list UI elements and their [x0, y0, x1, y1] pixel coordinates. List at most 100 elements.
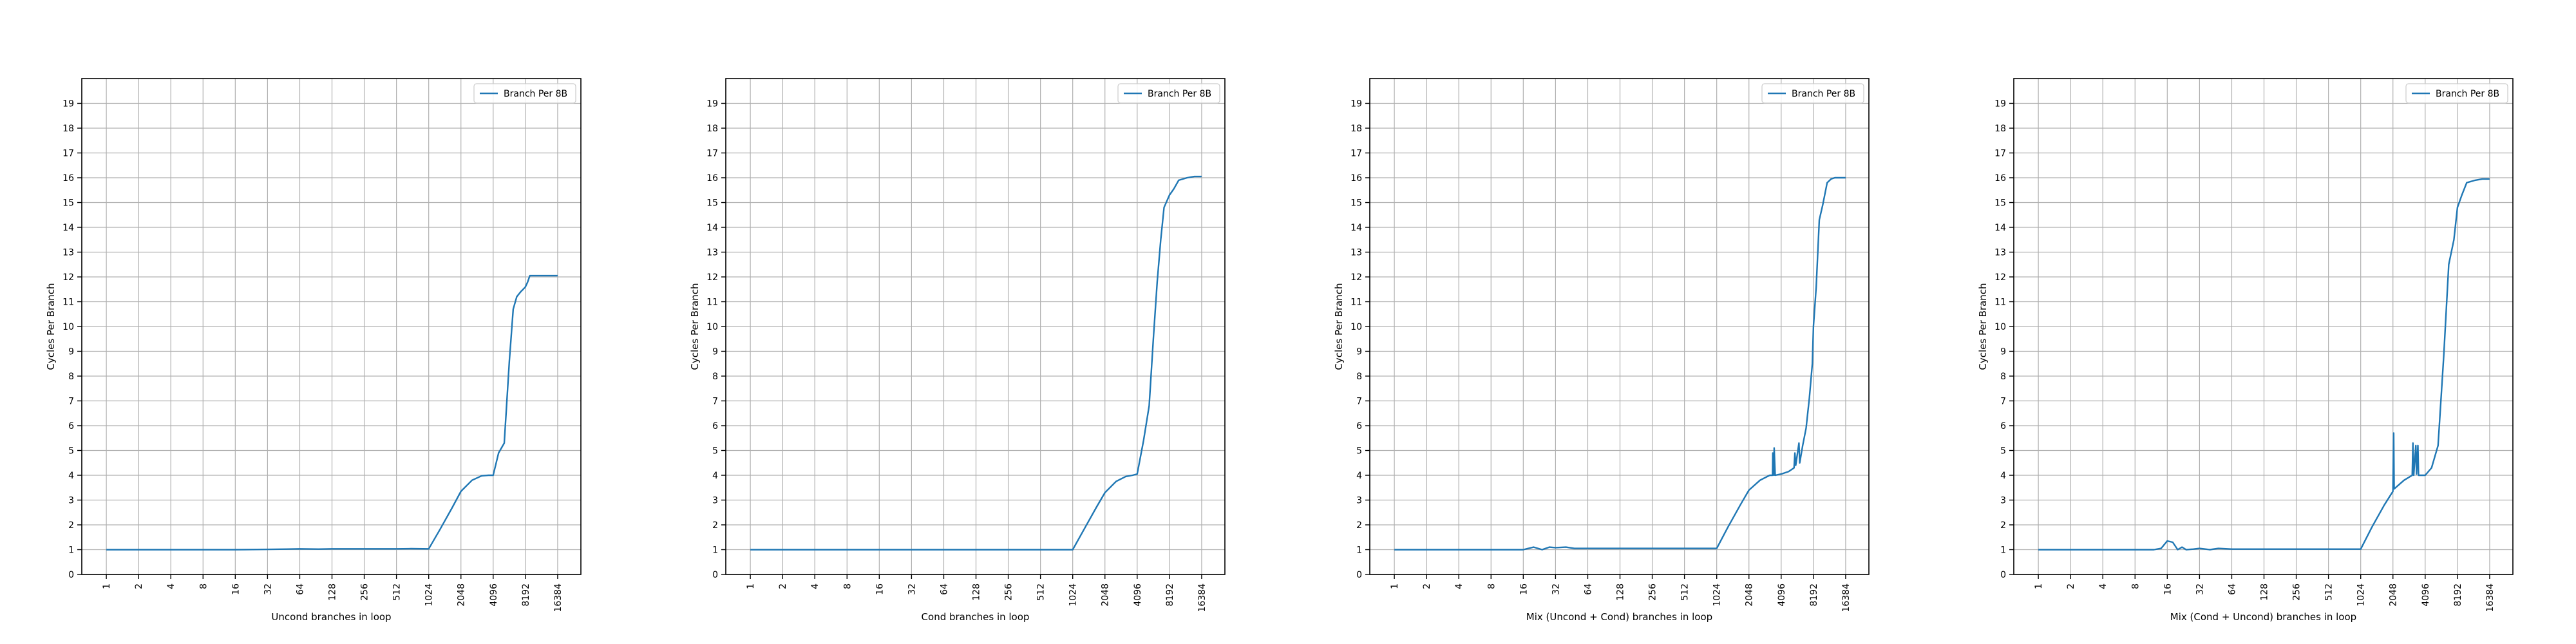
y-tick-label: 6 [2000, 421, 2006, 431]
x-tick-label: 1024 [1068, 583, 1079, 607]
axes-frame [725, 78, 1226, 575]
legend: Branch Per 8B [1117, 83, 1220, 104]
y-tick-label: 11 [706, 298, 718, 308]
x-tick-label: 4096 [489, 583, 499, 607]
y-tick-label: 17 [1994, 149, 2006, 159]
y-tick-label: 0 [68, 570, 74, 580]
y-tick-label: 16 [62, 173, 74, 184]
x-tick-label: 4 [810, 583, 820, 589]
y-tick-label: 19 [1350, 99, 1362, 109]
y-tick-label: 14 [706, 223, 718, 233]
grid [1370, 79, 1869, 575]
x-tick-label: 512 [1036, 583, 1046, 601]
y-tick-label: 6 [712, 421, 718, 431]
y-tick-label: 12 [706, 272, 718, 283]
x-tick-label: 16 [231, 583, 241, 595]
series-line-1 [750, 175, 1202, 551]
y-tick-label: 11 [1994, 298, 2006, 308]
x-tick-label: 128 [1616, 583, 1626, 601]
x-tick-label: 2 [2066, 583, 2076, 589]
y-tick-label: 0 [1356, 570, 1362, 580]
y-tick-label: 2 [68, 520, 74, 531]
y-tick-label: 1 [2000, 545, 2006, 556]
x-tick-label: 16 [1519, 583, 1529, 595]
y-tick-label: 12 [1350, 272, 1362, 283]
y-tick-label: 9 [712, 347, 718, 357]
x-tick-label: 256 [360, 583, 370, 601]
x-tick-label: 2048 [1101, 583, 1111, 607]
y-tick-label: 10 [62, 322, 74, 332]
y-tick-label: 9 [68, 347, 74, 357]
x-tick-label: 64 [295, 583, 305, 595]
y-tick-label: 18 [706, 124, 718, 134]
y-tick-label: 8 [68, 372, 74, 382]
y-tick-label: 10 [706, 322, 718, 332]
y-tick-label: 4 [712, 471, 718, 481]
x-tick-label: 32 [1551, 583, 1561, 595]
y-tick-label: 15 [1350, 198, 1362, 209]
legend-label: Branch Per 8B [1148, 89, 1211, 99]
x-tick-label: 128 [972, 583, 982, 601]
x-tick-label: 4 [166, 583, 176, 589]
y-tick-label: 8 [1356, 372, 1362, 382]
y-tick-label: 15 [706, 198, 718, 209]
x-tick-label: 2 [134, 583, 144, 589]
x-tick-label: 2 [1422, 583, 1432, 589]
y-tick-label: 5 [712, 446, 718, 457]
x-tick-label: 512 [392, 583, 402, 601]
y-tick-label: 19 [1994, 99, 2006, 109]
x-tick-label: 1024 [1712, 583, 1723, 607]
series-line-1 [2038, 178, 2490, 551]
y-tick-label: 18 [62, 124, 74, 134]
y-tick-label: 13 [62, 248, 74, 258]
y-tick-label: 1 [712, 545, 718, 556]
y-tick-label: 16 [1350, 173, 1362, 184]
y-tick-label: 12 [62, 272, 74, 283]
y-tick-label: 17 [1350, 149, 1362, 159]
x-tick-label: 1 [2034, 583, 2044, 589]
x-tick-label: 256 [1648, 583, 1658, 601]
y-tick-label: 14 [1994, 223, 2006, 233]
y-axis-label: Cycles Per Branch [1333, 283, 1345, 370]
y-tick-label: 0 [2000, 570, 2006, 580]
x-tick-label: 128 [328, 583, 338, 601]
y-tick-label: 19 [706, 99, 718, 109]
x-tick-label: 2048 [457, 583, 467, 607]
y-tick-label: 16 [706, 173, 718, 184]
y-tick-label: 18 [1994, 124, 2006, 134]
legend: Branch Per 8B [2405, 83, 2508, 104]
y-tick-label: 2 [2000, 520, 2006, 531]
y-tick-label: 17 [62, 149, 74, 159]
x-tick-label: 8192 [521, 583, 531, 607]
legend-box [1117, 83, 1220, 104]
y-tick-label: 10 [1350, 322, 1362, 332]
legend-box [473, 83, 576, 104]
x-tick-label: 1 [102, 583, 112, 589]
x-axis-label: Mix (Cond + Uncond) branches in loop [2170, 611, 2356, 623]
x-tick-label: 4096 [1777, 583, 1787, 607]
x-tick-label: 8192 [1165, 583, 1175, 607]
y-tick-label: 7 [68, 397, 74, 407]
y-axis-label: Cycles Per Branch [689, 283, 701, 370]
y-tick-label: 14 [62, 223, 74, 233]
y-tick-label: 17 [706, 149, 718, 159]
x-axis-label: Uncond branches in loop [271, 611, 391, 623]
x-tick-label: 64 [2227, 583, 2237, 595]
series-line-1 [106, 274, 558, 551]
y-tick-label: 18 [1350, 124, 1362, 134]
y-tick-label: 7 [712, 397, 718, 407]
y-tick-label: 11 [62, 298, 74, 308]
x-tick-label: 4 [1454, 583, 1464, 589]
x-tick-label: 16384 [1197, 583, 1208, 612]
y-tick-label: 0 [712, 570, 718, 580]
y-tick-label: 13 [1350, 248, 1362, 258]
y-tick-label: 5 [1356, 446, 1362, 457]
y-tick-label: 15 [1994, 198, 2006, 209]
x-tick-label: 64 [1583, 583, 1593, 595]
axes-frame [1369, 78, 1870, 575]
y-tick-label: 10 [1994, 322, 2006, 332]
